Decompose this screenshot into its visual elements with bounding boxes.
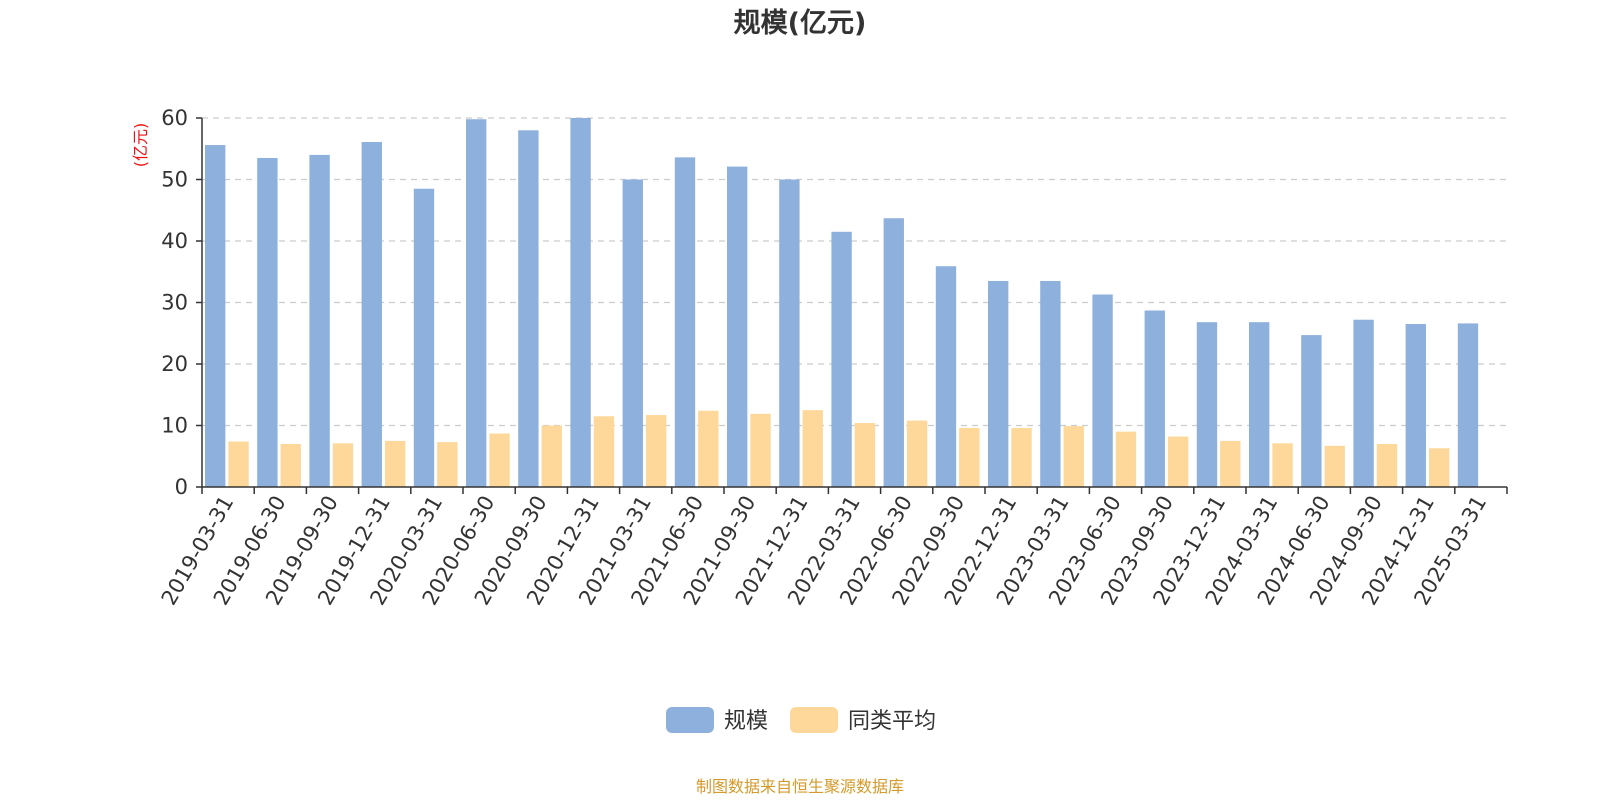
bar-peer-average xyxy=(698,410,719,487)
bar-scale xyxy=(988,280,1009,487)
bar-peer-average xyxy=(280,443,301,487)
y-tick-label: 20 xyxy=(161,352,188,376)
y-axis-ticks: 0 10 20 30 40 50 60 xyxy=(161,106,202,499)
bar-scale xyxy=(935,266,957,487)
bar-peer-average xyxy=(1376,443,1398,487)
bar-peer-average xyxy=(854,423,876,487)
bar-scale xyxy=(1092,294,1113,487)
y-tick-label: 50 xyxy=(161,168,188,192)
legend-item[interactable]: 同类平均 xyxy=(790,707,936,734)
bar-peer-average xyxy=(541,425,562,487)
bar-peer-average xyxy=(1272,443,1293,487)
bar-scale xyxy=(1196,322,1218,487)
bar-scale xyxy=(1144,310,1165,487)
bar-peer-average xyxy=(1220,440,1241,487)
legend-swatch xyxy=(790,707,838,733)
bar-peer-average xyxy=(1063,426,1084,487)
bar-scale xyxy=(466,119,487,487)
y-axis-unit-label: (亿元) xyxy=(131,123,150,168)
bar-scale xyxy=(727,166,748,487)
chart-title: 规模(亿元) xyxy=(734,8,867,39)
bar-scale xyxy=(622,179,643,487)
bar-peer-average xyxy=(489,433,510,487)
bar-scale xyxy=(257,157,278,487)
x-axis-ticks: 2019-03-312019-06-302019-09-302019-12-31… xyxy=(157,487,1508,609)
bar-peer-average xyxy=(1011,427,1032,487)
bar-scale xyxy=(309,154,330,487)
bar-peer-average xyxy=(228,441,249,487)
bar-scale xyxy=(779,179,800,487)
legend-item[interactable]: 规模 xyxy=(666,707,768,734)
bar-scale xyxy=(413,188,435,487)
bar-peer-average xyxy=(384,440,406,487)
bar-scale xyxy=(1249,322,1270,487)
bar-peer-average xyxy=(1428,448,1450,487)
bar-scale xyxy=(1353,319,1374,487)
bar-scale xyxy=(205,145,226,487)
bar-peer-average xyxy=(802,410,823,487)
bar-scale xyxy=(883,218,904,487)
legend-swatch xyxy=(666,707,714,733)
bar-peer-average xyxy=(750,413,771,487)
bar-peer-average xyxy=(906,420,928,487)
bar-peer-average xyxy=(437,442,458,487)
bar-peer-average xyxy=(1324,445,1345,487)
bar-scale xyxy=(361,141,382,488)
bar-scale xyxy=(518,130,539,488)
bar-peer-average xyxy=(1115,431,1137,487)
legend: 规模 同类平均 xyxy=(666,707,936,734)
y-tick-label: 40 xyxy=(161,229,188,253)
legend-label: 规模 xyxy=(724,709,768,734)
data-source-note: 制图数据来自恒生聚源数据库 xyxy=(696,777,904,796)
bar-scale xyxy=(674,157,696,488)
bars xyxy=(205,118,1479,488)
bar-peer-average xyxy=(1167,436,1189,487)
y-tick-label: 60 xyxy=(161,106,188,130)
legend-label: 同类平均 xyxy=(848,709,936,734)
bar-peer-average xyxy=(645,415,667,487)
bar-scale xyxy=(831,231,852,487)
bar-scale xyxy=(1405,324,1426,487)
y-tick-label: 0 xyxy=(175,475,188,499)
bar-scale xyxy=(1457,323,1479,487)
grid-lines xyxy=(202,117,1507,427)
bar-peer-average xyxy=(593,416,615,487)
bar-scale xyxy=(1040,280,1061,487)
y-tick-label: 10 xyxy=(161,414,188,438)
bar-scale xyxy=(1301,335,1322,487)
bar-peer-average xyxy=(332,443,354,487)
bar-scale xyxy=(570,118,591,487)
y-tick-label: 30 xyxy=(161,291,188,315)
bar-peer-average xyxy=(959,427,980,487)
